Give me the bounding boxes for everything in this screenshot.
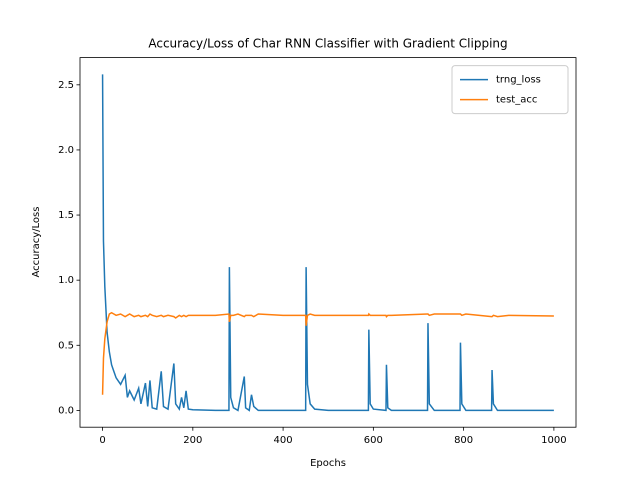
y-tick-label: 0.0 <box>58 405 74 416</box>
x-axis-label: Epochs <box>310 458 346 469</box>
data-line <box>101 74 554 412</box>
x-tick-label: 0 <box>99 435 105 446</box>
y-tick-label: 1.5 <box>58 210 74 221</box>
data-line <box>101 311 554 395</box>
y-tick-label: 1.0 <box>58 275 74 286</box>
y-axis-label: Accuracy/Loss <box>31 207 42 278</box>
plot-frame <box>79 57 577 428</box>
y-tick-label: 2.0 <box>58 145 74 156</box>
chart-title: Accuracy/Loss of Char RNN Classifier wit… <box>148 37 507 51</box>
x-tick-label: 600 <box>364 435 383 446</box>
x-tick-label: 1000 <box>541 435 566 446</box>
y-tick-label: 0.5 <box>58 340 74 351</box>
x-tick-label: 400 <box>274 435 293 446</box>
legend-box <box>451 65 569 115</box>
y-tick-label: 2.5 <box>58 80 74 91</box>
legend-label: trng_loss <box>496 75 541 86</box>
x-tick-label: 800 <box>454 435 473 446</box>
legend-label: test_acc <box>496 95 537 106</box>
x-tick-label: 200 <box>183 435 202 446</box>
